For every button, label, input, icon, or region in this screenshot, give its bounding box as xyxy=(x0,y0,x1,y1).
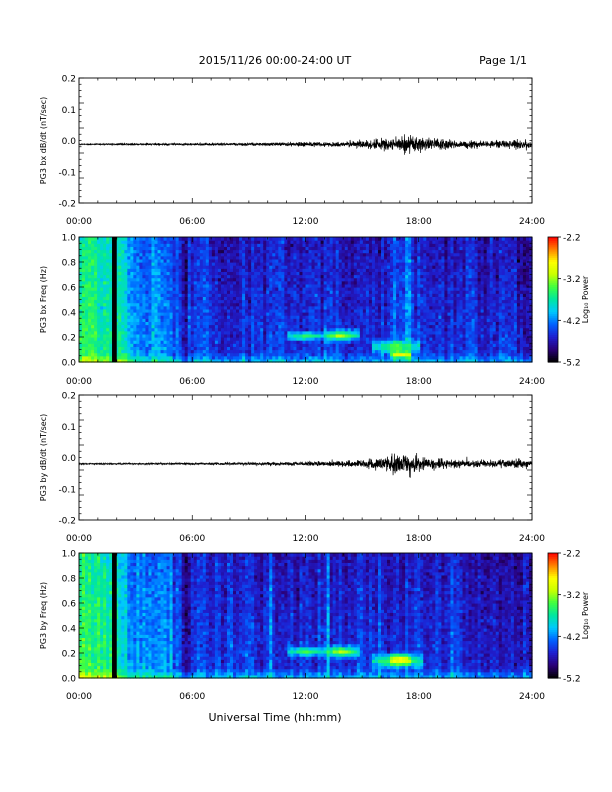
y-tick-label: -0.2 xyxy=(58,200,76,210)
panel-2: -2.2 -3.2 -4.2 -5.2 Log₁₀ Power 00:00 06:00 12:… xyxy=(39,234,590,388)
data-gap-bar xyxy=(112,553,117,678)
x-tick-label: 00:00 xyxy=(66,377,92,387)
colorbar-label: Log₁₀ Power xyxy=(581,275,590,323)
x-tick-label: 24:00 xyxy=(519,692,545,702)
y-tick-label: 0.1 xyxy=(62,423,76,433)
x-tick-label: 00:00 xyxy=(66,534,92,544)
x-tick-label: 18:00 xyxy=(406,534,432,544)
data-gap-bar xyxy=(112,237,117,362)
colorbar-label: Log₁₀ Power xyxy=(581,591,590,639)
x-tick-label: 24:00 xyxy=(519,377,545,387)
y-tick-label: 0.2 xyxy=(62,75,76,85)
y-tick-label: 0.0 xyxy=(62,359,77,369)
y-tick-label: 1.0 xyxy=(62,234,77,244)
x-tick-label: 12:00 xyxy=(293,534,319,544)
colorbar-tick-label: -3.2 xyxy=(563,591,581,601)
x-tick-label: 00:00 xyxy=(66,692,92,702)
colorbar: -2.2 -3.2 -4.2 -5.2 Log₁₀ Power xyxy=(547,234,590,369)
y-tick-label: 0.8 xyxy=(62,259,77,269)
page-label: Page 1/1 xyxy=(479,54,527,67)
x-axis-title: Universal Time (hh:mm) xyxy=(209,711,342,724)
x-tick-label: 12:00 xyxy=(293,692,319,702)
y-tick-label: -0.1 xyxy=(58,485,76,495)
x-tick-label: 06:00 xyxy=(179,377,205,387)
y-axis-title: PG3 by dB/dt (nT/sec) xyxy=(39,414,48,501)
panels: 00:00 06:00 12:00 18:00 24:00 0.2 0.1 0.0 -0.1 -0… xyxy=(39,75,590,703)
y-tick-label: 0.2 xyxy=(62,650,76,660)
spectrogram-cells xyxy=(79,237,533,363)
x-tick-label: 12:00 xyxy=(293,377,319,387)
spectrogram-cells xyxy=(79,553,533,679)
x-tick-label: 06:00 xyxy=(179,692,205,702)
y-tick-label: 0.2 xyxy=(62,392,76,402)
y-axis-title: PG3 bx Freq (Hz) xyxy=(39,266,48,333)
db-dt-trace xyxy=(78,134,533,155)
colorbar-tick-label: -5.2 xyxy=(563,675,581,685)
colorbar-tick-label: -5.2 xyxy=(563,359,581,369)
x-tick-label: 24:00 xyxy=(519,217,545,227)
db-dt-trace xyxy=(78,453,533,478)
y-tick-label: 0.6 xyxy=(62,600,77,610)
y-tick-label: 0.1 xyxy=(62,106,76,116)
x-tick-label: 24:00 xyxy=(519,534,545,544)
panel-4: -2.2 -3.2 -4.2 -5.2 Log₁₀ Power 00:00 06:00 12:… xyxy=(39,550,590,703)
x-tick-label: 18:00 xyxy=(406,377,432,387)
y-tick-label: 0.4 xyxy=(62,625,77,635)
colorbar-tick-label: -2.2 xyxy=(563,550,581,560)
y-axis-title: PG3 bx dB/dt (nT/sec) xyxy=(39,97,48,184)
x-tick-label: 06:00 xyxy=(179,217,205,227)
x-tick-label: 18:00 xyxy=(406,692,432,702)
colorbar: -2.2 -3.2 -4.2 -5.2 Log₁₀ Power xyxy=(547,550,590,685)
y-tick-label: 0.0 xyxy=(62,137,77,147)
y-tick-label: -0.1 xyxy=(58,168,76,178)
colorbar-tick-label: -4.2 xyxy=(563,317,581,327)
y-tick-label: 0.0 xyxy=(62,675,77,685)
colorbar-tick-label: -2.2 xyxy=(563,234,581,244)
x-tick-label: 06:00 xyxy=(179,534,205,544)
panel-1: 00:00 06:00 12:00 18:00 24:00 0.2 0.1 0.0 -0.1 -0… xyxy=(39,75,545,228)
x-tick-label: 18:00 xyxy=(406,217,432,227)
y-tick-label: 0.6 xyxy=(62,284,77,294)
y-tick-label: -0.2 xyxy=(58,517,76,527)
colorbar-tick-label: -3.2 xyxy=(563,275,581,285)
y-tick-label: 0.0 xyxy=(62,454,77,464)
x-tick-label: 00:00 xyxy=(66,217,92,227)
y-tick-label: 0.8 xyxy=(62,575,77,585)
x-tick-label: 12:00 xyxy=(293,217,319,227)
colorbar-tick-label: -4.2 xyxy=(563,633,581,643)
page-title: 2015/11/26 00:00-24:00 UT xyxy=(199,54,352,67)
panel-3: 00:00 06:00 12:00 18:00 24:00 0.2 0.1 0.0 -0.1 -0… xyxy=(39,392,545,545)
y-tick-label: 1.0 xyxy=(62,550,77,560)
y-tick-label: 0.4 xyxy=(62,309,77,319)
y-axis-title: PG3 by Freq (Hz) xyxy=(39,582,48,649)
plot-frame xyxy=(78,77,533,204)
y-tick-label: 0.2 xyxy=(62,334,76,344)
plot-frame xyxy=(78,394,533,521)
